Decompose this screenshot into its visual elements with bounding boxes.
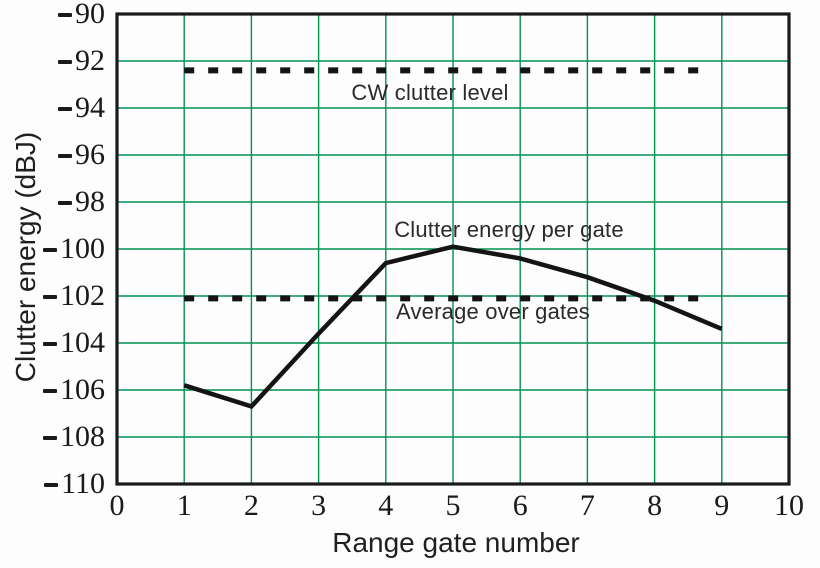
minus-sign <box>58 107 72 111</box>
y-tick-label: 104 <box>43 328 105 358</box>
y-tick-label: 92 <box>58 46 105 76</box>
minus-sign <box>43 295 57 299</box>
minus-sign <box>43 436 57 440</box>
plot-border <box>115 12 791 486</box>
annotation-clutter-energy-per-gate: Clutter energy per gate <box>394 217 624 242</box>
minus-sign <box>58 13 72 17</box>
series-line <box>183 244 723 410</box>
y-tick-label: 90 <box>58 0 105 29</box>
minus-sign <box>58 201 72 205</box>
y-tick-label: 102 <box>43 281 105 311</box>
minus-sign <box>43 389 57 393</box>
minus-sign <box>44 483 59 487</box>
x-tick-label: 9 <box>714 489 730 522</box>
y-axis-title: Clutter energy (dBJ) <box>10 131 41 383</box>
minus-sign <box>43 342 57 346</box>
x-axis-title: Range gate number <box>332 527 580 558</box>
minus-sign <box>43 248 57 252</box>
x-tick-label: 3 <box>311 489 327 522</box>
y-tick-label: 98 <box>58 187 105 217</box>
y-tick-label: 100 <box>43 234 105 264</box>
annotation-cw-clutter-level: CW clutter level <box>351 80 509 105</box>
y-tick-label: 110 <box>44 469 105 499</box>
x-tick-label: 0 <box>109 489 125 522</box>
y-tick-label: 106 <box>43 375 105 405</box>
annotation-average-over-gates: Average over gates <box>396 299 590 324</box>
y-tick-label: 108 <box>43 422 105 452</box>
minus-sign <box>58 60 72 64</box>
x-tick-label: 6 <box>512 489 528 522</box>
y-tick-label: 94 <box>58 93 105 123</box>
x-tick-label: 2 <box>243 489 259 522</box>
x-tick-label: 4 <box>378 489 394 522</box>
x-tick-label: 10 <box>774 489 804 522</box>
minus-sign <box>58 154 72 158</box>
y-tick-label: 96 <box>58 140 105 170</box>
x-tick-label: 5 <box>445 489 461 522</box>
x-tick-label: 1 <box>176 489 192 522</box>
x-tick-label: 7 <box>579 489 595 522</box>
x-tick-label: 8 <box>647 489 663 522</box>
